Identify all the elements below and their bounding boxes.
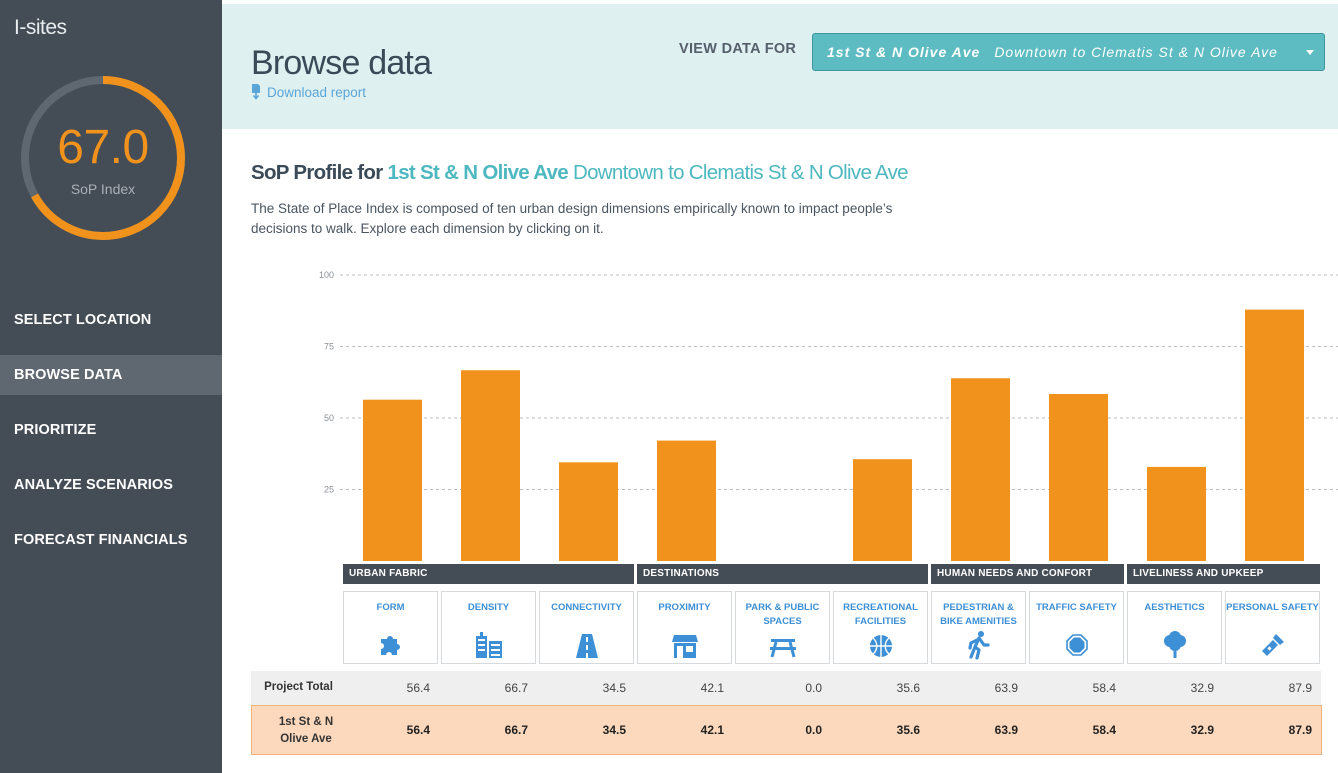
table-cell: 58.4 (1092, 723, 1116, 737)
location-select-location: 1st St & N Olive Ave (827, 44, 981, 60)
download-file-icon (252, 84, 260, 100)
table-cell: 56.4 (406, 723, 430, 737)
table-cell: 42.1 (700, 681, 724, 695)
nav-prioritize[interactable]: PRIORITIZE (14, 422, 97, 438)
y-tick-label: 50 (324, 413, 334, 423)
nav-browse-data[interactable]: BROWSE DATA (0, 355, 222, 395)
table-cell: 58.4 (1092, 681, 1116, 695)
dimension-label: CONNECTIVITY (551, 602, 622, 613)
table-cell: 32.9 (1190, 681, 1214, 695)
category-liveliness: LIVELINESS AND UPKEEP (1127, 564, 1320, 584)
flashlight-icon (1262, 634, 1284, 656)
table-cell: 87.9 (1288, 723, 1312, 737)
y-tick-label: 25 (324, 485, 334, 495)
table-cell: 35.6 (896, 723, 920, 737)
dimension-park-public-spaces[interactable]: PARK & PUBLIC SPACES (735, 591, 830, 664)
dimension-label: AESTHETICS (1144, 602, 1205, 613)
profile-title: SoP Profile for 1st St & N Olive Ave Dow… (251, 161, 909, 185)
bar-aesthetics[interactable] (1147, 466, 1206, 561)
gauge-progress-arc (21, 76, 185, 240)
bar-recreational-facilities[interactable] (853, 459, 912, 561)
table-cell: 34.5 (602, 681, 626, 695)
category-destinations: DESTINATIONS (637, 564, 928, 584)
dimension-pedestrian-bike-amenities[interactable]: PEDESTRIAN & BIKE AMENITIES (931, 591, 1026, 664)
location-select-segment: Downtown to Clematis St & N Olive Ave (994, 44, 1278, 60)
dimension-label: PROXIMITY (658, 602, 711, 613)
dimension-connectivity[interactable]: CONNECTIVITY (539, 591, 634, 664)
page-title: Browse data (251, 44, 432, 82)
dimension-label: RECREATIONAL FACILITIES (843, 602, 918, 627)
profile-description: The State of Place Index is composed of … (251, 201, 893, 236)
table-cell: 0.0 (805, 723, 822, 737)
page-header: Browse data Download report VIEW DATA FO… (222, 4, 1338, 129)
row-label-location: 1st St & N Olive Ave (278, 716, 334, 745)
picnic-table-icon (770, 639, 796, 658)
dimension-label: PARK & PUBLIC SPACES (745, 602, 820, 627)
bar-pedestrian-bike-amenities[interactable] (951, 378, 1010, 561)
dimension-label: DENSITY (467, 602, 510, 613)
table-cell: 87.9 (1288, 681, 1312, 695)
bar-density[interactable] (461, 370, 520, 561)
table-cell: 66.7 (504, 681, 528, 695)
dimension-density[interactable]: DENSITY (441, 591, 536, 664)
profile-title-segment: Downtown to Clematis St & N Olive Ave (572, 161, 909, 184)
dimension-proximity[interactable]: PROXIMITY (637, 591, 732, 664)
app-title: I-sites (14, 16, 67, 39)
profile-title-prefix: SoP Profile for (251, 161, 383, 184)
table-cell: 0.0 (805, 681, 822, 695)
sop-index-gauge (21, 76, 185, 240)
bar-traffic-safety[interactable] (1049, 393, 1108, 561)
puzzle-icon (381, 636, 400, 655)
bar-proximity[interactable] (657, 440, 716, 561)
download-report-link[interactable]: Download report (251, 84, 366, 100)
basketball-icon (870, 635, 892, 657)
bar-form[interactable] (363, 399, 422, 561)
sop-index-label: SoP Index (70, 181, 136, 197)
dimension-form[interactable]: FORM (343, 591, 438, 664)
table-cell: 42.1 (700, 723, 724, 737)
storefront-icon (672, 635, 698, 658)
y-tick-label: 75 (324, 342, 334, 352)
download-report-label: Download report (267, 84, 367, 100)
nav-select-location[interactable]: SELECT LOCATION (14, 312, 152, 328)
stop-sign-icon (1066, 634, 1088, 656)
location-select[interactable]: 1st St & N Olive Ave Downtown to Clematis… (812, 33, 1325, 71)
bar-connectivity[interactable] (559, 462, 618, 561)
table-cell: 66.7 (504, 723, 528, 737)
table-cell: 35.6 (896, 681, 920, 695)
tree-icon (1164, 631, 1186, 658)
nav-forecast-financials[interactable]: FORECAST FINANCIALS (14, 532, 188, 548)
dimension-label: PERSONAL SAFETY (1226, 602, 1319, 613)
dimension-recreational-facilities[interactable]: RECREATIONAL FACILITIES (833, 591, 928, 664)
chevron-down-icon (1306, 50, 1314, 55)
y-tick-label: 100 (319, 270, 334, 280)
dimension-aesthetics[interactable]: AESTHETICS (1127, 591, 1222, 664)
category-urban-fabric: URBAN FABRIC (343, 564, 634, 584)
dimension-label: TRAFFIC SAFETY (1036, 602, 1117, 613)
sop-index-value: 67.0 (57, 121, 149, 174)
dimension-personal-safety[interactable]: PERSONAL SAFETY (1225, 591, 1320, 664)
view-data-for-label: VIEW DATA FOR (679, 41, 797, 57)
table-row-project-total: Project Total 56.4 66.7 34.5 42.1 0.0 35… (251, 671, 1321, 705)
profile-title-location: 1st St & N Olive Ave (387, 161, 569, 184)
sop-profile-chart: 25 50 75 100 (319, 270, 1338, 561)
table-cell: 63.9 (994, 723, 1018, 737)
row-label-project-total: Project Total (264, 681, 333, 693)
nav-analyze-scenarios[interactable]: ANALYZE SCENARIOS (14, 477, 174, 493)
dimension-label: PEDESTRIAN & BIKE AMENITIES (940, 602, 1017, 627)
dimension-traffic-safety[interactable]: TRAFFIC SAFETY (1029, 591, 1124, 664)
main-nav: SELECT LOCATION BROWSE DATA PRIORITIZE A… (0, 300, 222, 575)
dimension-label: FORM (376, 602, 405, 613)
table-cell: 34.5 (602, 723, 626, 737)
walking-person-icon (968, 631, 990, 660)
table-row-location[interactable]: 1st St & N Olive Ave 56.4 66.7 34.5 42.1… (251, 705, 1322, 755)
bar-personal-safety[interactable] (1245, 309, 1304, 561)
sidebar: I-sites 67.0 SoP Index SELECT LOCATION B… (0, 0, 222, 773)
buildings-icon (476, 632, 502, 658)
table-cell: 63.9 (994, 681, 1018, 695)
table-cell: 56.4 (406, 681, 430, 695)
category-human-needs: HUMAN NEEDS AND CONFORT (931, 564, 1124, 584)
road-icon (576, 634, 598, 658)
table-cell: 32.9 (1190, 723, 1214, 737)
